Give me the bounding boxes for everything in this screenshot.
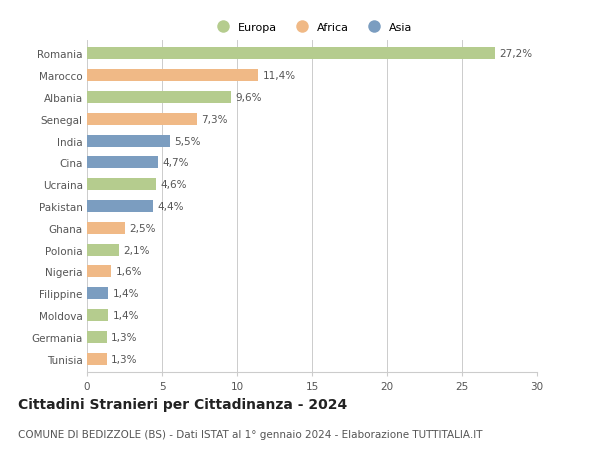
Text: 1,6%: 1,6%	[115, 267, 142, 277]
Text: 5,5%: 5,5%	[174, 136, 200, 146]
Bar	[87, 135, 170, 147]
Text: 4,4%: 4,4%	[157, 202, 184, 212]
Text: 7,3%: 7,3%	[201, 115, 227, 124]
Text: 2,1%: 2,1%	[123, 245, 149, 255]
Bar	[87, 48, 495, 60]
Text: 1,4%: 1,4%	[113, 289, 139, 298]
Bar	[87, 70, 258, 82]
Bar	[87, 157, 157, 169]
Text: 11,4%: 11,4%	[263, 71, 296, 81]
Text: 1,4%: 1,4%	[113, 310, 139, 320]
Bar	[87, 244, 119, 256]
Bar	[87, 331, 107, 343]
Bar	[87, 287, 108, 300]
Bar	[87, 353, 107, 365]
Bar	[87, 114, 197, 126]
Bar	[87, 179, 156, 191]
Bar	[87, 222, 125, 234]
Text: 9,6%: 9,6%	[235, 93, 262, 103]
Bar	[87, 92, 231, 104]
Text: 2,5%: 2,5%	[129, 223, 155, 233]
Text: Cittadini Stranieri per Cittadinanza - 2024: Cittadini Stranieri per Cittadinanza - 2…	[18, 397, 347, 411]
Bar	[87, 309, 108, 321]
Legend: Europa, Africa, Asia: Europa, Africa, Asia	[211, 22, 413, 33]
Text: 1,3%: 1,3%	[111, 354, 137, 364]
Bar	[87, 201, 153, 213]
Text: 27,2%: 27,2%	[499, 50, 533, 59]
Text: COMUNE DI BEDIZZOLE (BS) - Dati ISTAT al 1° gennaio 2024 - Elaborazione TUTTITAL: COMUNE DI BEDIZZOLE (BS) - Dati ISTAT al…	[18, 429, 482, 439]
Text: 4,6%: 4,6%	[161, 180, 187, 190]
Bar	[87, 266, 111, 278]
Text: 4,7%: 4,7%	[162, 158, 188, 168]
Text: 1,3%: 1,3%	[111, 332, 137, 342]
